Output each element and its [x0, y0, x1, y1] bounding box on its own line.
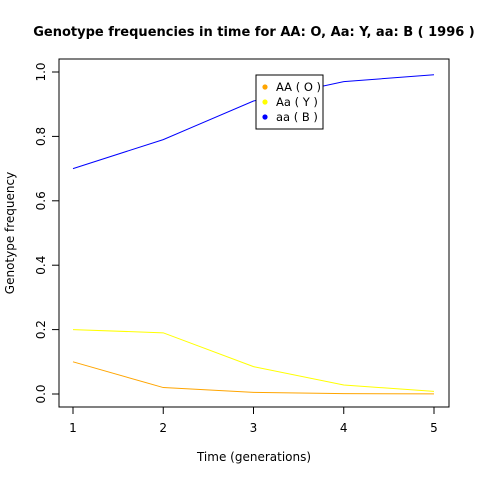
legend-label: Aa ( Y ): [276, 95, 318, 109]
x-axis: 1 2 3 4 5: [69, 406, 438, 435]
x-axis-label: Time (generations): [196, 450, 311, 464]
y-axis-label: Genotype frequency: [3, 172, 17, 294]
legend-marker: [262, 114, 268, 120]
y-axis: 0.0 0.2 0.4 0.6 0.8 1.0: [34, 62, 60, 404]
y-tick-label: 0.0: [34, 384, 48, 403]
series-line-0: [72, 361, 435, 395]
legend: AA ( O )Aa ( Y )aa ( B ): [255, 74, 324, 130]
x-tick-label: 1: [69, 421, 77, 435]
y-tick-label: 0.2: [34, 320, 48, 339]
y-tick-label: 1.0: [34, 62, 48, 81]
legend-marker: [262, 84, 268, 90]
y-tick-label: 0.4: [34, 256, 48, 275]
x-tick-label: 4: [340, 421, 348, 435]
x-tick-label: 5: [430, 421, 438, 435]
y-tick-label: 0.6: [34, 191, 48, 210]
series-layer: [72, 74, 435, 395]
series-line-1: [72, 329, 435, 392]
legend-marker: [262, 99, 268, 105]
x-tick-label: 2: [159, 421, 167, 435]
legend-label: aa ( B ): [276, 110, 318, 124]
legend-label: AA ( O ): [276, 80, 321, 94]
x-tick-label: 3: [250, 421, 258, 435]
series-line-2: [72, 74, 435, 170]
chart-title: Genotype frequencies in time for AA: O, …: [33, 25, 475, 40]
y-tick-label: 0.8: [34, 127, 48, 146]
